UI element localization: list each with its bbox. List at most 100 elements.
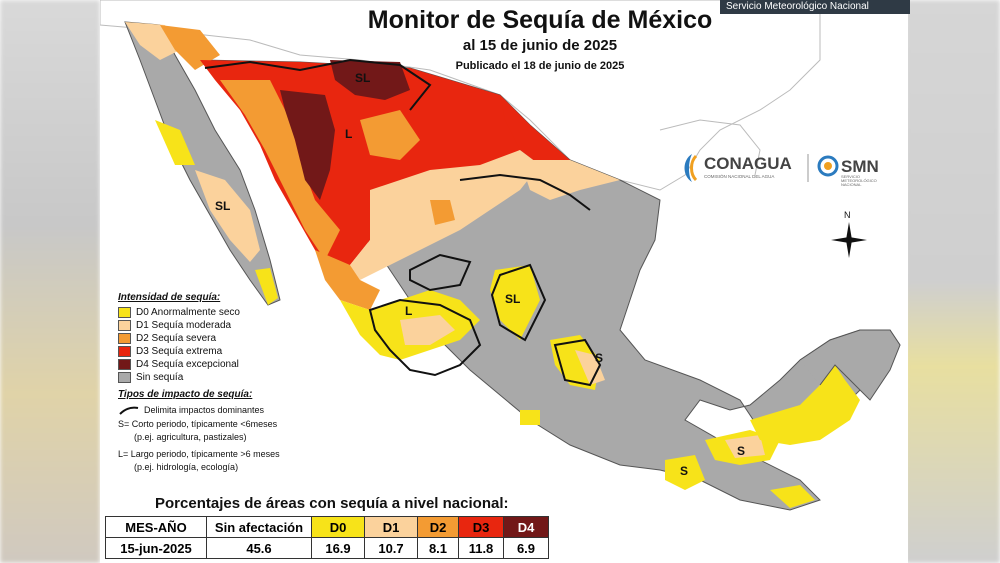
legend-swatch-d4 [118, 358, 131, 370]
yucatan-peninsula-base [799, 329, 901, 401]
cell-sin-afectacion: 45.6 [206, 537, 312, 559]
baja-d0-north [155, 120, 195, 165]
percentages-data-row: 15-jun-2025 45.6 16.9 10.7 8.1 11.8 6.9 [105, 537, 549, 559]
impact-line-center [490, 263, 547, 342]
map-label-l-north: L [345, 127, 352, 141]
baja-d2-north [160, 25, 220, 70]
legend-impact-s-example: (p.ej. agricultura, pastizales) [134, 432, 247, 442]
header-d2: D2 [417, 516, 459, 538]
northwest-d2 [220, 80, 340, 260]
northeast-d1 [520, 160, 620, 200]
smn-banner: Servicio Meteorológico Nacional [720, 0, 910, 14]
background-left-blur [0, 0, 100, 563]
sinaloa-d2 [315, 250, 380, 310]
map-label-l-west: L [405, 304, 412, 318]
mexico-drought-map: SL L SL SL L S S S [100, 0, 901, 511]
north-compass: N [827, 208, 871, 273]
impact-line-south [553, 338, 602, 387]
percentages-title: Porcentajes de áreas con sequía a nivel … [155, 495, 509, 512]
logos-block: CONAGUA COMISIÓN NACIONAL DEL AGUA SMN S… [678, 148, 908, 188]
cell-d4: 6.9 [503, 537, 549, 559]
legend-label-d0: D0 Anormalmente seco [136, 306, 240, 318]
map-label-sl-north: SL [355, 71, 370, 85]
compass-rose-icon: N [831, 210, 867, 258]
impact-line-central [409, 253, 472, 292]
cell-d3: 11.8 [458, 537, 504, 559]
logos-svg: CONAGUA COMISIÓN NACIONAL DEL AGUA SMN S… [684, 154, 879, 187]
northeast-d3 [500, 95, 570, 165]
smn-logo-icon [817, 155, 839, 177]
legend-label-d3: D3 Sequía extrema [136, 345, 223, 357]
northwest-d4 [280, 90, 335, 200]
baja-d1 [195, 170, 260, 262]
baja-d0-south [255, 268, 278, 305]
impact-line-west [368, 298, 482, 377]
title-block: Monitor de Sequía de México al 15 de jun… [355, 6, 725, 72]
map-label-s-veracruz: S [595, 351, 603, 365]
smn-logo-text: SMN [841, 157, 879, 176]
legend-impact-l: L= Largo periodo, típicamente >6 meses [118, 449, 280, 459]
cell-mes-ano: 15-jun-2025 [105, 537, 207, 559]
centro-d0 [490, 265, 540, 340]
legend: Intensidad de sequía: D0 Anormalmente se… [118, 292, 308, 473]
west-d1-inner [400, 315, 455, 345]
cell-d0: 16.9 [311, 537, 365, 559]
background-right-blur [905, 0, 1000, 563]
legend-item-d4: D4 Sequía excepcional [118, 358, 308, 370]
smn-logo-sub1: SERVICIO [841, 174, 860, 179]
header-d4: D4 [503, 516, 549, 538]
yucatan-d0 [750, 365, 860, 445]
legend-impact-line-label: Delimita impactos dominantes [144, 405, 265, 415]
chiapas-d0 [770, 485, 815, 508]
legend-impact-l-example: (p.ej. hidrología, ecología) [134, 462, 239, 472]
conagua-logo-icon [684, 154, 698, 182]
chihuahua-d2 [360, 110, 420, 160]
header-mes-ano: MES-AÑO [105, 516, 207, 538]
header-d0: D0 [311, 516, 365, 538]
oaxaca-d0 [665, 455, 705, 490]
legend-item-d0: D0 Anormalmente seco [118, 306, 308, 318]
map-label-sl-center: SL [505, 292, 520, 306]
legend-item-d2: D2 Sequía severa [118, 332, 308, 344]
smn-logo-sub2: METEOROLÓGICO [841, 178, 877, 183]
legend-impact-line-row: Delimita impactos dominantes [118, 403, 308, 417]
percentages-header-row: MES-AÑO Sin afectación D0 D1 D2 D3 D4 [105, 516, 549, 538]
map-label-sl-baja: SL [215, 199, 230, 213]
cell-d2: 8.1 [417, 537, 459, 559]
center-d0-small [520, 410, 540, 425]
impact-line-north [204, 58, 432, 111]
legend-intensity-title: Intensidad de sequía: [118, 292, 221, 303]
northeast-d4 [330, 60, 410, 100]
cell-d1: 10.7 [364, 537, 418, 559]
legend-impact-s: S= Corto periodo, típicamente <6meses [118, 419, 278, 429]
legend-item-none: Sin sequía [118, 371, 308, 383]
map-label-s-tabasco: S [737, 444, 745, 458]
map-date: al 15 de junio de 2025 [462, 37, 618, 54]
florida-outline [659, 119, 761, 176]
legend-swatch-d1 [118, 319, 131, 331]
legend-item-d1: D1 Sequía moderada [118, 319, 308, 331]
conagua-logo-subtext: COMISIÓN NACIONAL DEL AGUA [704, 173, 774, 179]
compass-n-label: N [844, 210, 851, 220]
header-d1: D1 [364, 516, 418, 538]
header-sin-afectacion: Sin afectación [206, 516, 312, 538]
central-d2-spots [430, 200, 455, 225]
map-title: Monitor de Sequía de México [367, 6, 713, 34]
conagua-logo-text: CONAGUA [704, 154, 792, 173]
drought-map-card: SL L SL SL L S S S Monitor de Sequía de … [100, 0, 908, 563]
legend-swatch-none [118, 371, 131, 383]
legend-swatch-d0 [118, 306, 131, 318]
impact-line-icon [119, 406, 139, 415]
tabasco-d1 [725, 435, 765, 458]
veracruz-d1 [575, 350, 605, 385]
legend-label-d4: D4 Sequía excepcional [136, 358, 239, 370]
legend-label-d1: D1 Sequía moderada [136, 319, 232, 331]
impact-line-east [459, 173, 591, 211]
legend-label-none: Sin sequía [136, 371, 184, 383]
legend-swatch-d3 [118, 345, 131, 357]
legend-swatch-d2 [118, 332, 131, 344]
map-label-s-oaxaca: S [680, 464, 688, 478]
percentages-table: MES-AÑO Sin afectación D0 D1 D2 D3 D4 15… [105, 516, 549, 559]
map-published: Publicado el 18 de junio de 2025 [455, 60, 625, 72]
smn-logo-sub3: NACIONAL [841, 182, 862, 187]
